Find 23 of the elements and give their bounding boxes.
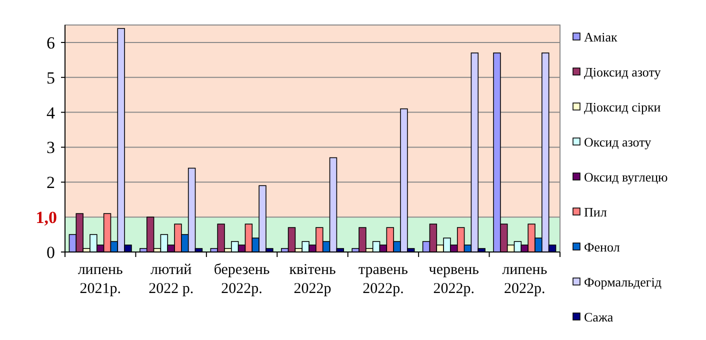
y-tick-label: 5: [46, 68, 55, 88]
x-tick-label: липень 2021р.: [78, 262, 124, 297]
y-tick-label: 2: [46, 173, 55, 192]
x-tick-label: липень 2022р.: [502, 262, 548, 297]
x-tick-label: червень 2022р.: [428, 262, 480, 297]
legend-label: Діоксид азоту: [584, 64, 662, 80]
x-tick-label: травень 2022р.: [358, 262, 408, 297]
y-tick-label: 3: [46, 138, 55, 158]
legend-label: Діоксид сірки: [584, 100, 661, 115]
y-tick-label: 6: [46, 33, 55, 52]
legend-label: Фенол: [584, 240, 620, 255]
x-tick-label: березень 2022р.: [214, 262, 270, 297]
legend-label: Аміак: [584, 30, 618, 45]
ref-line-label: 1,0: [36, 208, 57, 228]
legend-label: Оксид азоту: [584, 134, 652, 150]
y-tick-label: 4: [46, 103, 56, 122]
y-tick-label: 0: [46, 242, 55, 262]
legend-label: Формальдегід: [584, 274, 662, 290]
legend-label: Сажа: [584, 310, 614, 325]
legend-label: Пил: [584, 204, 608, 220]
x-tick-label: лютий 2022 р.: [148, 262, 194, 297]
legend-label: Оксид вуглецю: [584, 170, 668, 185]
x-tick-label: квітень 2022р: [289, 262, 336, 297]
